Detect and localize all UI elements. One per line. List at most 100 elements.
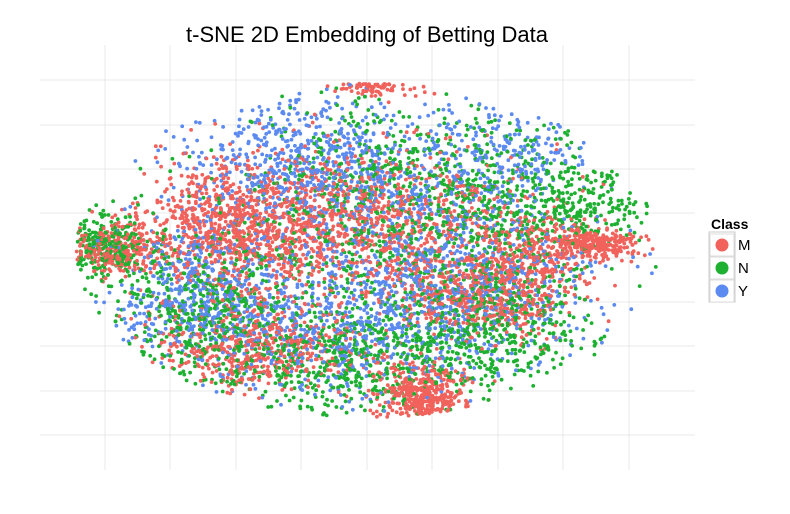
data-point-Y (321, 247, 326, 252)
data-point-M (382, 192, 386, 197)
data-point-N (566, 129, 571, 133)
data-point-N (328, 344, 333, 348)
data-point-N (419, 303, 423, 307)
data-point-M (330, 356, 335, 361)
data-point-N (565, 190, 570, 195)
data-point-N (489, 156, 494, 161)
data-point-N (500, 190, 505, 194)
data-point-N (309, 319, 313, 323)
data-point-N (437, 252, 441, 257)
data-point-N (311, 135, 316, 140)
data-point-M (415, 320, 420, 325)
data-point-M (424, 237, 429, 241)
data-point-M (206, 345, 210, 350)
data-point-M (386, 100, 391, 105)
data-point-N (542, 123, 546, 128)
data-point-Y (268, 117, 273, 122)
data-point-N (554, 302, 559, 307)
data-point-M (292, 331, 297, 336)
data-point-Y (279, 130, 284, 135)
data-point-M (248, 387, 253, 392)
data-point-M (113, 213, 118, 218)
data-point-M (266, 381, 271, 386)
data-point-N (391, 134, 396, 138)
data-point-Y (440, 364, 445, 369)
data-point-N (511, 171, 515, 176)
data-point-N (292, 263, 297, 267)
data-point-Y (242, 310, 247, 315)
data-point-Y (511, 148, 516, 153)
data-point-M (504, 252, 509, 257)
data-point-M (195, 216, 200, 220)
data-point-Y (581, 336, 586, 341)
data-point-M (317, 204, 322, 209)
data-point-N (505, 149, 510, 154)
data-point-M (133, 206, 138, 210)
data-point-N (167, 273, 171, 278)
data-point-N (399, 355, 403, 359)
data-point-Y (612, 303, 617, 307)
data-point-M (443, 316, 448, 321)
data-point-Y (154, 245, 159, 250)
data-point-M (400, 82, 405, 87)
data-point-N (485, 142, 490, 147)
data-point-Y (361, 243, 365, 247)
data-point-Y (238, 162, 242, 167)
data-point-Y (419, 287, 423, 292)
data-point-Y (485, 176, 490, 181)
data-point-M (411, 202, 416, 207)
data-point-N (142, 330, 147, 334)
data-point-N (609, 267, 614, 271)
data-point-N (477, 365, 482, 369)
data-point-Y (567, 256, 571, 261)
data-point-M (540, 293, 544, 298)
data-point-N (157, 309, 162, 314)
data-point-N (624, 204, 629, 209)
data-point-Y (526, 150, 531, 155)
data-point-Y (282, 278, 287, 283)
data-point-N (252, 187, 257, 192)
data-point-N (336, 208, 341, 213)
data-point-Y (155, 160, 160, 165)
data-point-N (187, 154, 192, 159)
data-point-Y (297, 91, 302, 96)
data-point-Y (314, 353, 318, 358)
data-point-N (91, 219, 96, 224)
data-point-M (294, 368, 299, 373)
data-point-M (593, 256, 598, 260)
data-point-M (291, 223, 296, 228)
data-point-M (317, 269, 321, 274)
data-point-M (333, 276, 338, 281)
data-point-Y (512, 163, 517, 168)
data-point-M (107, 267, 111, 272)
data-point-Y (471, 244, 476, 249)
data-point-Y (186, 296, 191, 301)
data-point-Y (182, 229, 187, 234)
data-point-Y (244, 382, 248, 387)
data-point-M (265, 223, 270, 228)
data-point-M (355, 184, 360, 188)
data-point-Y (306, 275, 310, 279)
data-point-N (520, 194, 525, 198)
data-point-M (437, 199, 441, 204)
data-point-N (127, 341, 132, 346)
data-point-M (392, 362, 397, 367)
data-point-Y (266, 121, 271, 126)
data-point-N (398, 366, 403, 371)
data-point-Y (340, 106, 344, 111)
data-point-N (496, 222, 500, 226)
data-point-Y (316, 378, 321, 383)
data-point-N (398, 129, 403, 134)
data-point-Y (278, 161, 283, 165)
data-point-Y (230, 189, 235, 193)
data-point-Y (185, 145, 190, 149)
data-point-M (575, 250, 580, 254)
data-point-M (314, 264, 319, 269)
data-point-M (381, 131, 386, 136)
data-point-Y (212, 118, 217, 123)
data-point-Y (288, 122, 292, 127)
data-point-N (393, 157, 397, 162)
data-point-M (271, 268, 276, 273)
data-point-N (136, 292, 140, 297)
data-point-M (265, 202, 269, 207)
